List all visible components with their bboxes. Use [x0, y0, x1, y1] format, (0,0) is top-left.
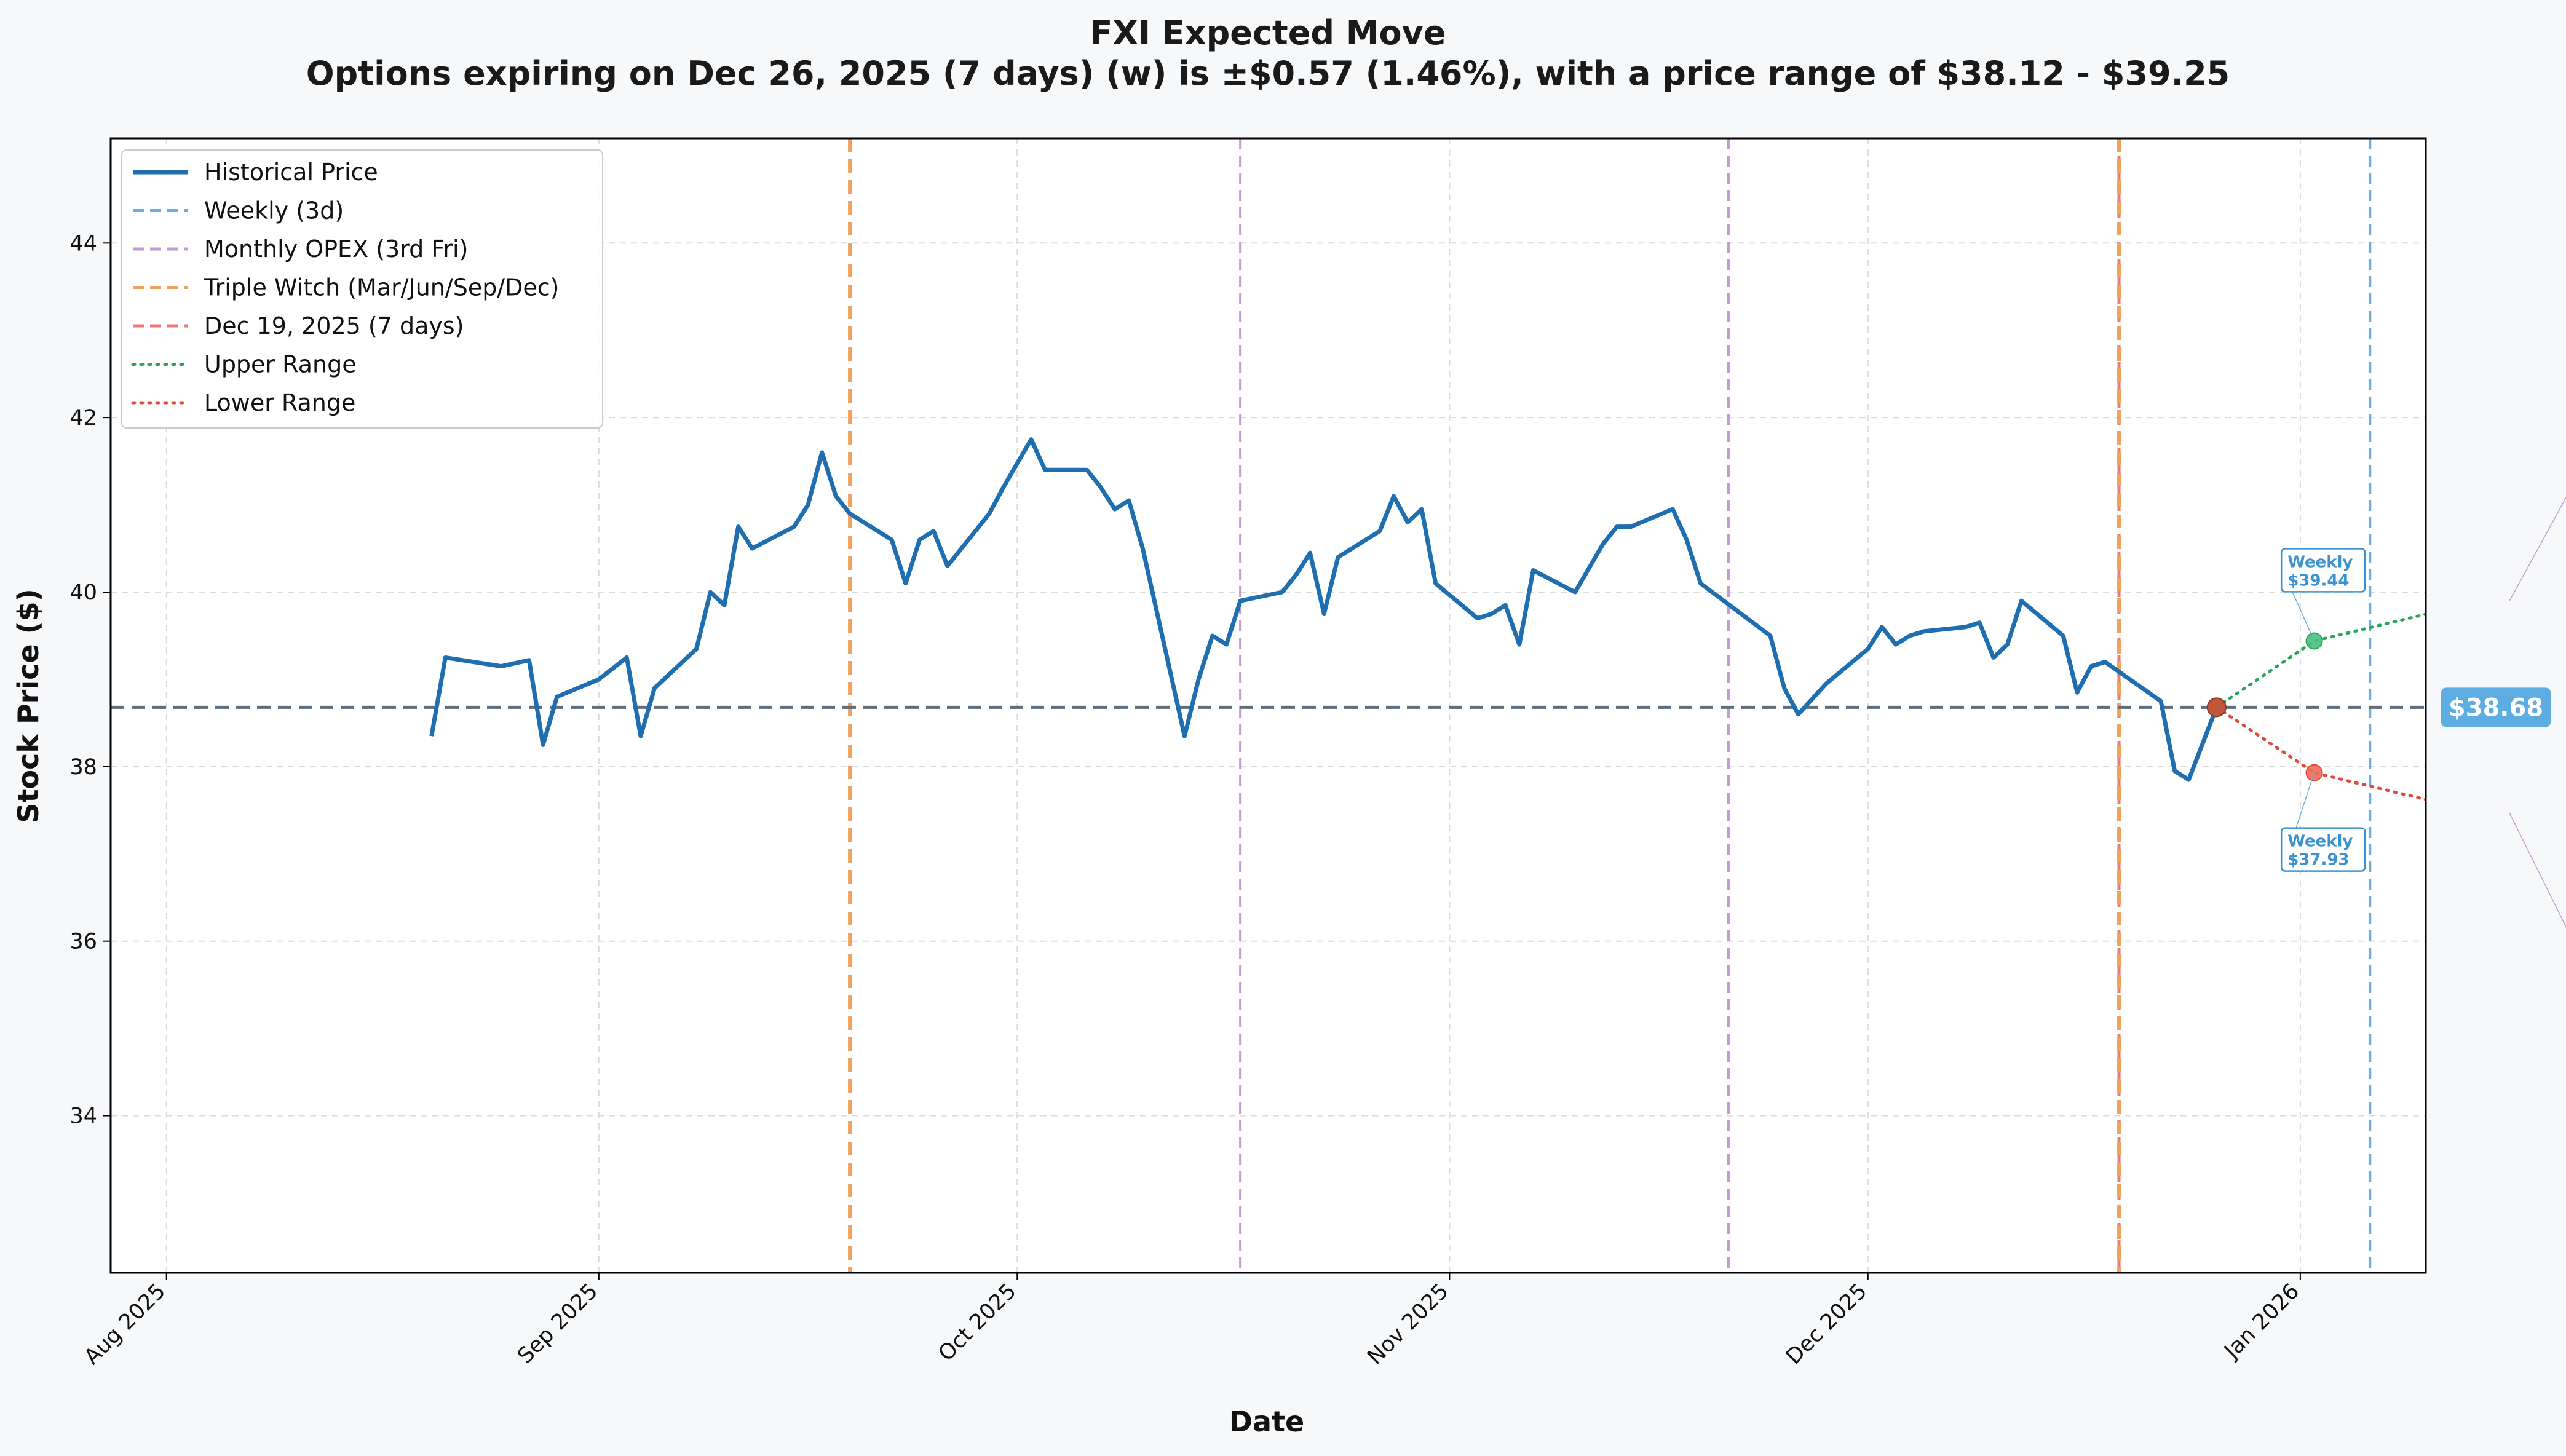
legend-item-label: Upper Range: [204, 351, 357, 378]
series-line-historical: [429, 437, 2219, 782]
annotation-value: $39.44: [2287, 571, 2349, 590]
annotation-title: Weekly: [2287, 553, 2353, 571]
annotation-value: $37.93: [2287, 851, 2349, 869]
legend: Historical Price Weekly (3d) Monthly OPEX …: [121, 149, 603, 429]
chart-subtitle: Options expiring on Dec 26, 2025 (7 days…: [306, 54, 2230, 93]
y-tick-label: 40: [69, 580, 97, 605]
annotation-box: Weekly$39.44: [2280, 548, 2366, 593]
plot-clipped-layer: [111, 138, 2426, 1273]
chart-title: FXI Expected Move: [1090, 14, 1446, 52]
annotation-box: Weekly$37.93: [2280, 827, 2366, 872]
legend-item-label: Triple Witch (Mar/Jun/Sep/Dec): [204, 274, 559, 301]
y-axis-label: Stock Price ($): [12, 588, 45, 823]
y-tick-label: 42: [69, 406, 97, 430]
legend-item-label: Dec 19, 2025 (7 days): [204, 312, 464, 339]
legend-item-label: Lower Range: [204, 389, 355, 416]
current-price-badge-bg: [2441, 687, 2551, 727]
annotation-title: Weekly: [2287, 833, 2353, 851]
legend-item-label: Monthly OPEX (3rd Fri): [204, 235, 468, 263]
legend-item-label: Weekly (3d): [204, 197, 344, 224]
legend-item-label: Historical Price: [204, 159, 378, 186]
current-price-badge: $38.68: [2441, 687, 2551, 727]
annotation-leader: [2509, 812, 2566, 928]
y-tick-label: 34: [69, 1104, 97, 1129]
annotation-box-bg: [2280, 548, 2366, 593]
y-tick-label: 44: [69, 231, 97, 256]
current-price-badge-label: $38.68: [2449, 694, 2543, 722]
annotation-box-bg: [2280, 827, 2366, 872]
legend-frame: [121, 149, 603, 429]
y-tick-label: 38: [69, 755, 97, 780]
current-price-marker: [2206, 697, 2227, 718]
x-axis-label: Date: [1229, 1405, 1304, 1438]
plot-area: Aug 2025 Sep 2025 Oct 2025 Nov 2025 Dec 2025…: [69, 137, 2566, 1370]
y-tick-label: 36: [69, 930, 97, 954]
plot-frame: [109, 137, 2427, 1274]
annotation-leader: [2509, 496, 2566, 601]
